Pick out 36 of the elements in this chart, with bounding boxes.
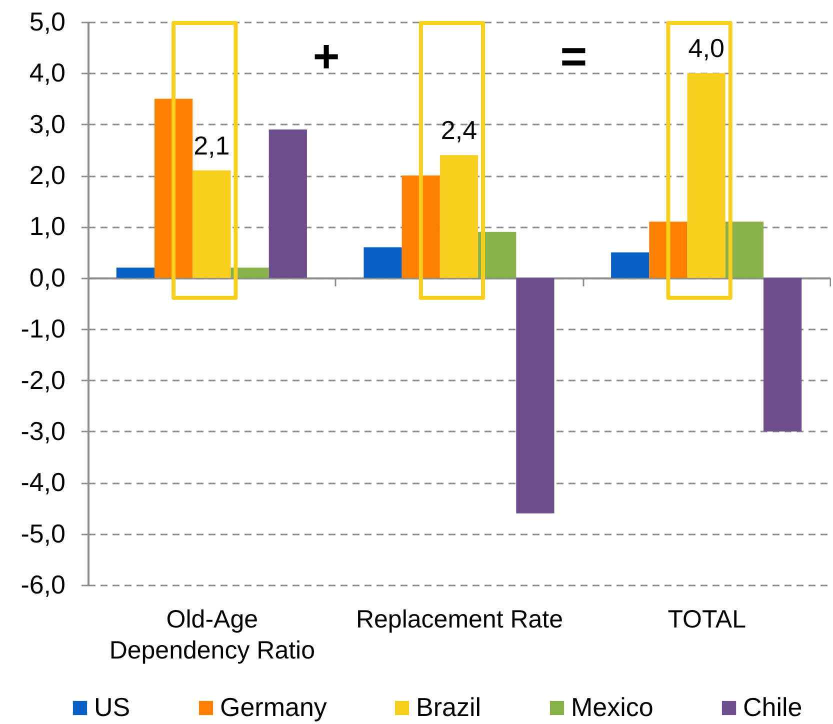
y-tick-label: -2,0 — [20, 364, 66, 395]
bar — [611, 252, 650, 278]
y-tick-label: 2,0 — [29, 160, 66, 190]
bar — [116, 268, 154, 278]
y-tick-label: -6,0 — [20, 570, 66, 600]
annotation: = — [560, 30, 588, 82]
y-tick-label: 1,0 — [29, 211, 66, 242]
y-tick-label: 5,0 — [29, 6, 66, 36]
data-label: 2,4 — [440, 115, 478, 146]
annotation: + — [312, 30, 340, 82]
y-tick-label: 3,0 — [29, 108, 66, 139]
x-tick-label: Old-Age Dependency Ratio — [109, 606, 316, 664]
bar — [725, 222, 764, 278]
y-tick-label: -5,0 — [20, 518, 66, 548]
legend-label: Mexico — [571, 692, 654, 722]
bar — [192, 170, 231, 278]
y-tick-label: 4,0 — [29, 58, 66, 88]
data-label: 2,1 — [194, 130, 230, 160]
bar — [364, 247, 402, 278]
x-tick-label: Replacement Rate — [356, 606, 564, 634]
data-label: 4,0 — [688, 33, 724, 64]
x-tick-label: TOTAL — [668, 606, 746, 634]
bar — [268, 129, 307, 278]
bar — [687, 73, 726, 278]
legend-label: US — [94, 692, 130, 722]
bar — [764, 278, 802, 432]
y-tick-label: -1,0 — [20, 314, 66, 344]
y-tick-label: -3,0 — [20, 416, 66, 446]
legend-label: Germany — [220, 692, 327, 722]
y-tick-label: 0,0 — [29, 262, 66, 292]
bar — [649, 222, 688, 278]
legend-label: Brazil — [416, 692, 482, 722]
y-tick-label: -4,0 — [20, 467, 66, 498]
bar — [440, 155, 478, 278]
bar — [516, 278, 554, 514]
legend-label: Chile — [743, 692, 802, 722]
